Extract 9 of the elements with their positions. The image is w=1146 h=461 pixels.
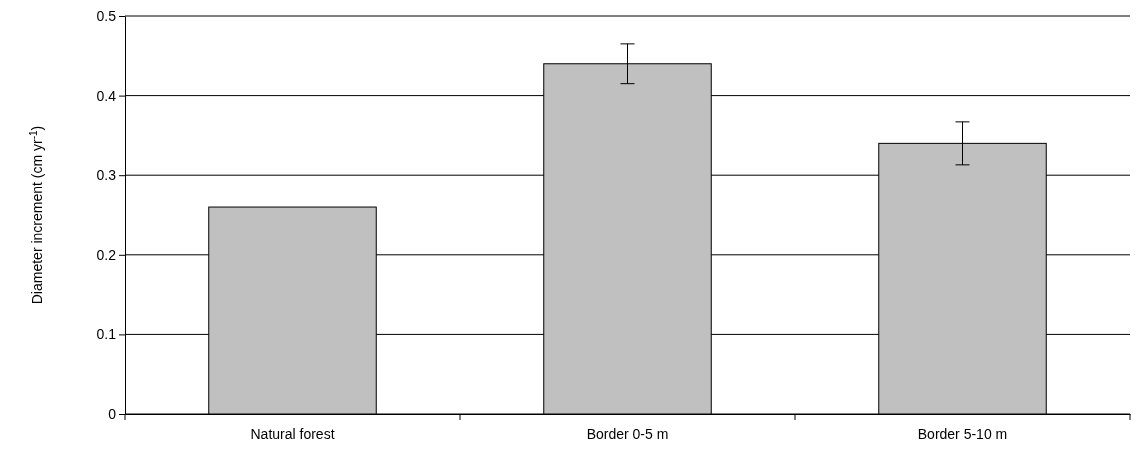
y-tick-label: 0.3 [96, 167, 117, 184]
y-tick-label: 0.4 [96, 87, 117, 104]
y-tick-label: 0 [108, 405, 117, 422]
y-tick-label: 0.2 [96, 246, 117, 263]
x-tick-label: Border 5-10 m [917, 426, 1008, 443]
y-tick-label: 0.5 [96, 7, 117, 24]
x-tick-label: Border 0-5 m [586, 426, 669, 443]
x-tick-label: Natural forest [250, 426, 335, 443]
y-tick-label: 0.1 [96, 326, 117, 343]
